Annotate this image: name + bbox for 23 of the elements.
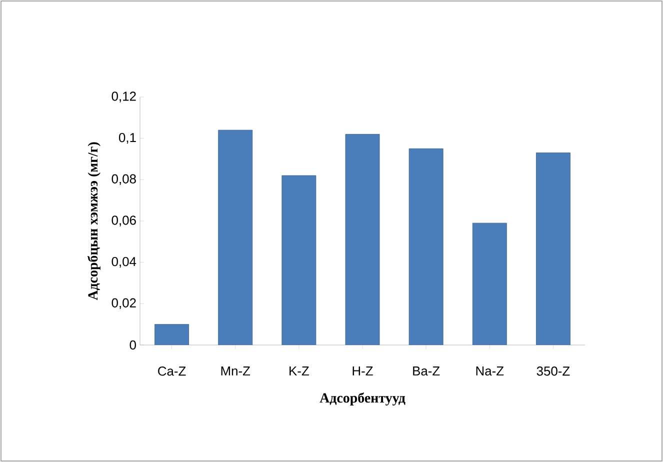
bar [282,175,316,345]
y-tick-label: 0 [130,340,136,350]
x-tick-label: 350-Z [536,366,570,376]
bar [154,324,189,345]
y-axis-title: Адсорбцын хэмжээ (мг/г) [87,142,100,300]
y-tick-label: 0,04 [112,256,136,268]
bar [345,134,380,345]
x-tick-label: Ba-Z [413,366,440,376]
x-tick-label: Ca-Z [158,366,186,376]
y-tick-label: 0,08 [112,174,136,186]
bar [536,152,570,345]
y-tick-label: 0,12 [112,92,136,102]
bar [408,148,444,345]
y-tick-label: 0,06 [112,216,136,226]
x-axis-title: Адсорбентууд [320,392,406,406]
x-tick-label: Mn-Z [221,366,250,376]
x-tick-label: Na-Z [476,366,504,376]
x-tick-label: H-Z [352,366,373,376]
y-tick-label: 0,1 [118,132,136,144]
bar [218,130,253,345]
x-tick-label: K-Z [290,366,309,376]
y-tick-label: 0,02 [112,298,136,310]
bar [472,222,507,345]
